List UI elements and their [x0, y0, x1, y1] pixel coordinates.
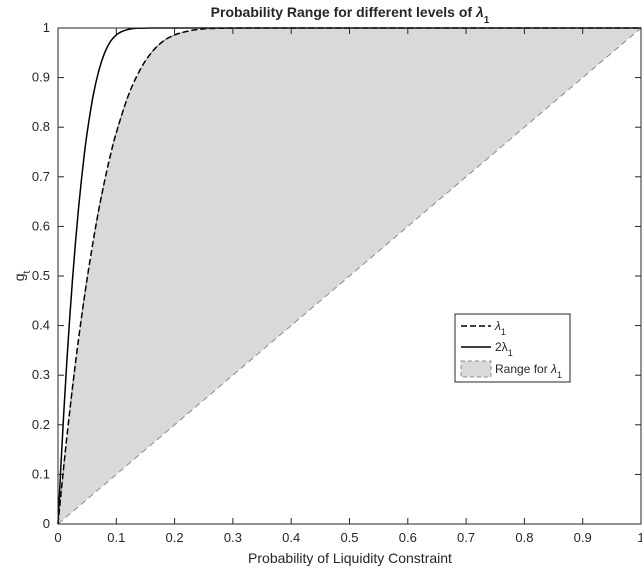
x-tick-label: 0.8: [515, 530, 533, 545]
x-tick-label: 0.6: [399, 530, 417, 545]
legend-label-lambda1-symbol: λ: [494, 319, 501, 333]
y-tick-label: 0.1: [32, 466, 50, 481]
legend-label-range-subscript: 1: [557, 370, 562, 380]
chart-title-symbol: λ: [475, 4, 484, 20]
y-tick-label: 0.6: [32, 218, 50, 233]
x-tick-label: 0.7: [457, 530, 475, 545]
chart-title: Probability Range for different levels o…: [211, 4, 490, 26]
chart-title-subscript: 1: [484, 15, 490, 26]
y-tick-label: 1: [43, 20, 50, 35]
legend-label-2lambda1-subscript: 1: [508, 348, 513, 358]
legend-swatch-range: [460, 360, 492, 378]
legend-label-2lambda1: 2λ1: [495, 340, 513, 358]
y-tick-label: 0.2: [32, 417, 50, 432]
legend-label-range-symbol: λ: [550, 362, 557, 376]
legend-label-lambda1-subscript: 1: [501, 327, 506, 337]
x-axis-label: Probability of Liquidity Constraint: [248, 550, 452, 566]
chart-title-text: Probability Range for different levels o…: [211, 4, 476, 20]
x-tick-label: 0: [54, 530, 61, 545]
legend-label-range-text: Range for: [495, 362, 551, 376]
x-tick-label: 0.1: [107, 530, 125, 545]
y-axis-label-subscript: t: [22, 270, 33, 273]
legend: λ1 2λ1 Range for λ1: [454, 313, 571, 383]
legend-label-2lambda1-symbol: 2λ: [495, 340, 508, 354]
y-tick-label: 0: [43, 516, 50, 531]
y-tick-label: 0.7: [32, 169, 50, 184]
x-tick-label: 0.2: [166, 530, 184, 545]
y-axis-ticks: 0 0.1 0.2 0.3 0.4 0.5 0.6 0.7 0.8 0.9 1: [32, 20, 641, 531]
x-axis-ticks: 0 0.1 0.2 0.3 0.4 0.5 0.6 0.7 0.8 0.9 1: [54, 28, 642, 545]
y-tick-label: 0.8: [32, 119, 50, 134]
y-tick-label: 0.3: [32, 367, 50, 382]
legend-label-lambda1: λ1: [494, 319, 506, 337]
y-axis-label-text: g: [11, 273, 27, 281]
y-tick-label: 0.5: [32, 268, 50, 283]
y-tick-label: 0.9: [32, 70, 50, 85]
x-tick-label: 0.4: [282, 530, 300, 545]
x-tick-label: 0.5: [340, 530, 358, 545]
y-axis-label: gt: [11, 270, 33, 281]
y-tick-label: 0.4: [32, 318, 50, 333]
x-tick-label: 0.9: [574, 530, 592, 545]
range-area: [57, 27, 642, 526]
x-tick-label: 1: [637, 530, 642, 545]
legend-label-range: Range for λ1: [495, 362, 562, 380]
x-tick-label: 0.3: [224, 530, 242, 545]
